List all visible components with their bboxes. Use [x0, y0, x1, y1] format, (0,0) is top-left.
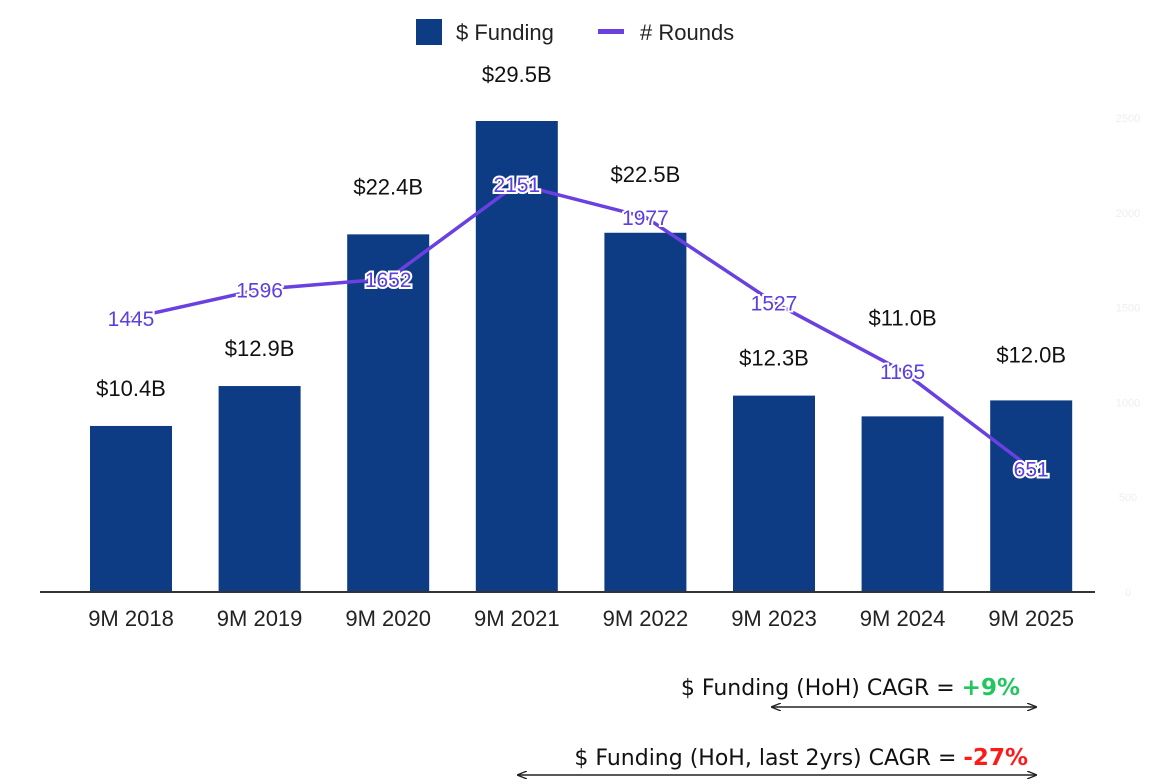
rounds-value-label: 1165	[880, 361, 925, 384]
x-tick-label: 9M 2022	[603, 606, 689, 631]
bar-9m-2022	[604, 232, 687, 593]
bar-9m-2020	[347, 234, 430, 593]
bar-9m-2018	[90, 425, 172, 592]
legend-swatch-funding	[416, 19, 442, 45]
right-axis-tick: 2000	[1116, 208, 1140, 220]
annotation-cagr-hoh: $ Funding (HoH) CAGR = +9%	[681, 675, 1036, 707]
x-tick-label: 9M 2019	[217, 606, 303, 631]
bar-value-label: $11.0B	[869, 305, 937, 330]
rounds-value-label: 1445	[108, 308, 155, 331]
x-tick-label: 9M 2024	[860, 606, 946, 631]
bar-9m-2023	[733, 395, 815, 592]
bar-9m-2019	[218, 386, 301, 592]
right-axis-tick: 2500	[1116, 113, 1140, 125]
legend-label-funding: $ Funding	[456, 20, 554, 45]
rounds-line	[130, 182, 1033, 470]
bar-value-label: $10.4B	[96, 376, 166, 401]
bar-value-label: $12.3B	[739, 346, 809, 371]
annotation-text: $ Funding (HoH, last 2yrs) CAGR =	[574, 746, 963, 771]
legend: $ Funding # Rounds	[416, 19, 734, 45]
bar-value-label: $22.4B	[353, 174, 423, 199]
svg-text:$ Funding (HoH, last 2yrs) CAG: $ Funding (HoH, last 2yrs) CAGR = -27%	[574, 745, 1028, 771]
rounds-value-label: 1652	[365, 269, 412, 292]
x-tick-label: 9M 2018	[88, 606, 174, 631]
legend-swatch-rounds	[598, 29, 624, 34]
right-axis-tick: 500	[1119, 492, 1137, 504]
x-tick-label: 9M 2023	[731, 606, 817, 631]
rounds-value-label: 651	[1014, 459, 1049, 482]
annotation-value-negative: -27%	[963, 745, 1028, 771]
svg-text:$ Funding (HoH) CAGR = +9%: $ Funding (HoH) CAGR = +9%	[681, 675, 1020, 701]
right-axis-tick: 1500	[1116, 303, 1140, 315]
legend-label-rounds: # Rounds	[640, 20, 734, 45]
bar-value-label: $12.0B	[996, 342, 1066, 367]
rounds-value-label: 2151	[493, 174, 540, 197]
bar-9m-2025	[990, 400, 1073, 592]
x-tick-label: 9M 2021	[474, 606, 560, 631]
bar-value-label: $22.5B	[611, 162, 681, 187]
x-tick-label: 9M 2020	[345, 606, 431, 631]
rounds-value-label: 1596	[236, 279, 283, 302]
bar-value-label: $29.5B	[482, 62, 552, 87]
annotation-text: $ Funding (HoH) CAGR =	[681, 676, 962, 701]
bar-9m-2024	[861, 416, 944, 592]
right-axis-tick: 0	[1125, 587, 1131, 599]
bar-9m-2021	[475, 121, 558, 592]
rounds-value-label: 1977	[622, 207, 669, 230]
rounds-value-label: 1527	[751, 292, 798, 315]
x-tick-label: 9M 2025	[988, 606, 1074, 631]
bar-value-label: $12.9B	[225, 336, 295, 361]
right-axis-tick: 1000	[1116, 397, 1140, 409]
annotation-value-positive: +9%	[962, 675, 1020, 701]
annotation-cagr-2yrs: $ Funding (HoH, last 2yrs) CAGR = -27%	[518, 745, 1036, 775]
